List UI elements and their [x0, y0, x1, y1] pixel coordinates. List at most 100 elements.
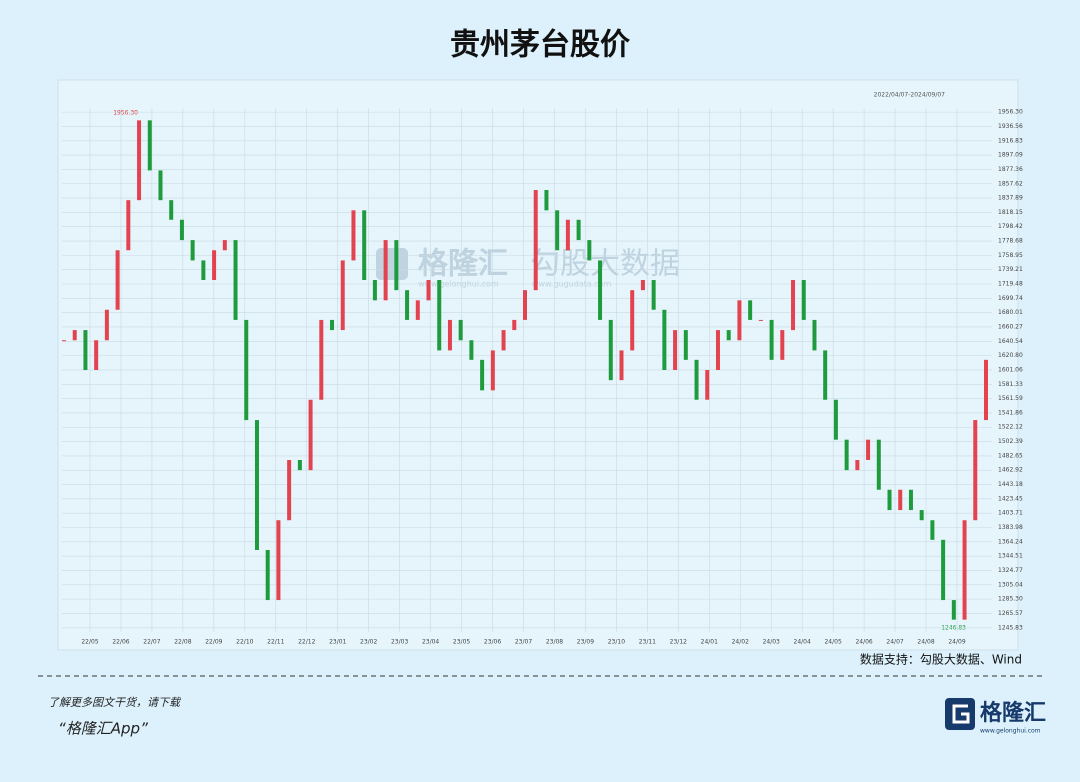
y-tick-label: 1324.77 — [998, 567, 1023, 574]
candle — [169, 200, 174, 220]
y-tick-label: 1877.36 — [998, 166, 1023, 173]
x-tick-label: 22/06 — [112, 639, 129, 646]
candle — [94, 340, 99, 370]
y-tick-label: 1857.62 — [998, 180, 1023, 187]
y-tick-label: 1818.15 — [998, 209, 1023, 216]
x-tick-label: 24/06 — [855, 639, 872, 646]
candle — [222, 240, 227, 251]
candle — [383, 240, 388, 301]
candle — [694, 359, 699, 400]
source: 数据支持：勾股大数据、Wind — [860, 652, 1022, 667]
x-tick-label: 23/09 — [577, 639, 594, 646]
x-tick-label: 22/10 — [236, 639, 253, 646]
candle — [951, 600, 956, 620]
candle — [608, 319, 613, 381]
candle — [372, 280, 377, 301]
x-tick-label: 24/01 — [701, 639, 718, 646]
y-tick-label: 1778.68 — [998, 238, 1023, 245]
candle — [115, 250, 120, 310]
candle — [876, 439, 881, 490]
candle — [265, 549, 270, 601]
candle — [715, 330, 720, 370]
candle — [619, 350, 624, 381]
x-tick-label: 22/07 — [143, 639, 160, 646]
y-tick-label: 1245.83 — [998, 624, 1023, 631]
x-tick-label: 23/06 — [484, 639, 501, 646]
x-tick-label: 23/03 — [391, 639, 408, 646]
logo-icon — [952, 704, 970, 724]
candle — [254, 420, 259, 550]
candle — [62, 340, 66, 342]
x-tick-label: 22/05 — [81, 639, 98, 646]
candle — [555, 210, 560, 251]
candle — [469, 340, 474, 360]
y-tick-label: 1482.65 — [998, 452, 1023, 459]
candle — [748, 300, 753, 320]
candle — [737, 300, 742, 341]
candle — [426, 280, 431, 301]
candle — [673, 330, 678, 370]
candle — [233, 240, 238, 320]
y-tick-label: 1285.30 — [998, 596, 1023, 603]
candle — [866, 439, 871, 460]
x-tick-label: 23/01 — [329, 639, 346, 646]
candle — [415, 300, 420, 320]
candle — [351, 210, 356, 261]
candle — [844, 439, 849, 471]
candle — [651, 280, 656, 310]
brand: 格隆汇 — [980, 700, 1046, 726]
x-tick-label: 24/05 — [824, 639, 841, 646]
y-tick-label: 1739.21 — [998, 266, 1023, 273]
x-tick-label: 23/02 — [360, 639, 377, 646]
y-tick-label: 1956.30 — [998, 109, 1023, 116]
candle — [919, 510, 924, 521]
chart-title: 贵州茅台股价 — [450, 28, 630, 63]
candle — [158, 170, 163, 201]
high-label: 1956.30 — [113, 110, 138, 117]
y-tick-label: 1443.18 — [998, 481, 1023, 488]
candle — [705, 370, 710, 400]
candle — [855, 459, 860, 471]
candle — [898, 489, 903, 511]
x-tick-label: 23/07 — [515, 639, 532, 646]
candle — [147, 120, 152, 171]
x-tick-label: 22/11 — [267, 639, 284, 646]
y-tick-label: 1798.42 — [998, 223, 1023, 230]
candle — [533, 190, 538, 291]
x-tick-label: 22/09 — [205, 639, 222, 646]
candle — [887, 489, 892, 511]
candle — [480, 359, 485, 391]
x-tick-label: 24/07 — [886, 639, 903, 646]
y-tick-label: 1581.33 — [998, 381, 1023, 388]
y-tick-label: 1344.51 — [998, 553, 1023, 560]
y-tick-label: 1620.80 — [998, 352, 1023, 359]
y-tick-label: 1936.56 — [998, 123, 1023, 130]
watermark-logo — [376, 248, 408, 280]
candle — [83, 330, 88, 370]
x-tick-label: 24/03 — [763, 639, 780, 646]
candle — [362, 210, 367, 281]
candle — [791, 280, 796, 331]
y-tick-label: 1561.59 — [998, 395, 1023, 402]
candle — [565, 219, 570, 251]
range-label: 2022/04/07-2024/09/07 — [874, 92, 946, 99]
candle — [244, 319, 249, 421]
candle — [297, 459, 302, 471]
candle — [780, 330, 785, 360]
candle — [201, 260, 206, 281]
candle — [962, 520, 967, 620]
candle — [394, 240, 399, 291]
footer-prompt: 了解更多图文干货，请下载 — [48, 696, 182, 709]
y-tick-label: 1403.71 — [998, 510, 1023, 517]
candle — [340, 260, 345, 331]
y-tick-label: 1541.86 — [998, 409, 1023, 416]
brand-url: www.gelonghui.com — [980, 728, 1041, 735]
y-tick-label: 1265.57 — [998, 610, 1023, 617]
logo-icon — [945, 698, 975, 730]
x-tick-label: 24/08 — [917, 639, 934, 646]
x-tick-label: 24/09 — [948, 639, 965, 646]
x-tick-label: 23/04 — [422, 639, 439, 646]
y-tick-label: 1462.92 — [998, 467, 1023, 474]
candle — [662, 309, 667, 370]
